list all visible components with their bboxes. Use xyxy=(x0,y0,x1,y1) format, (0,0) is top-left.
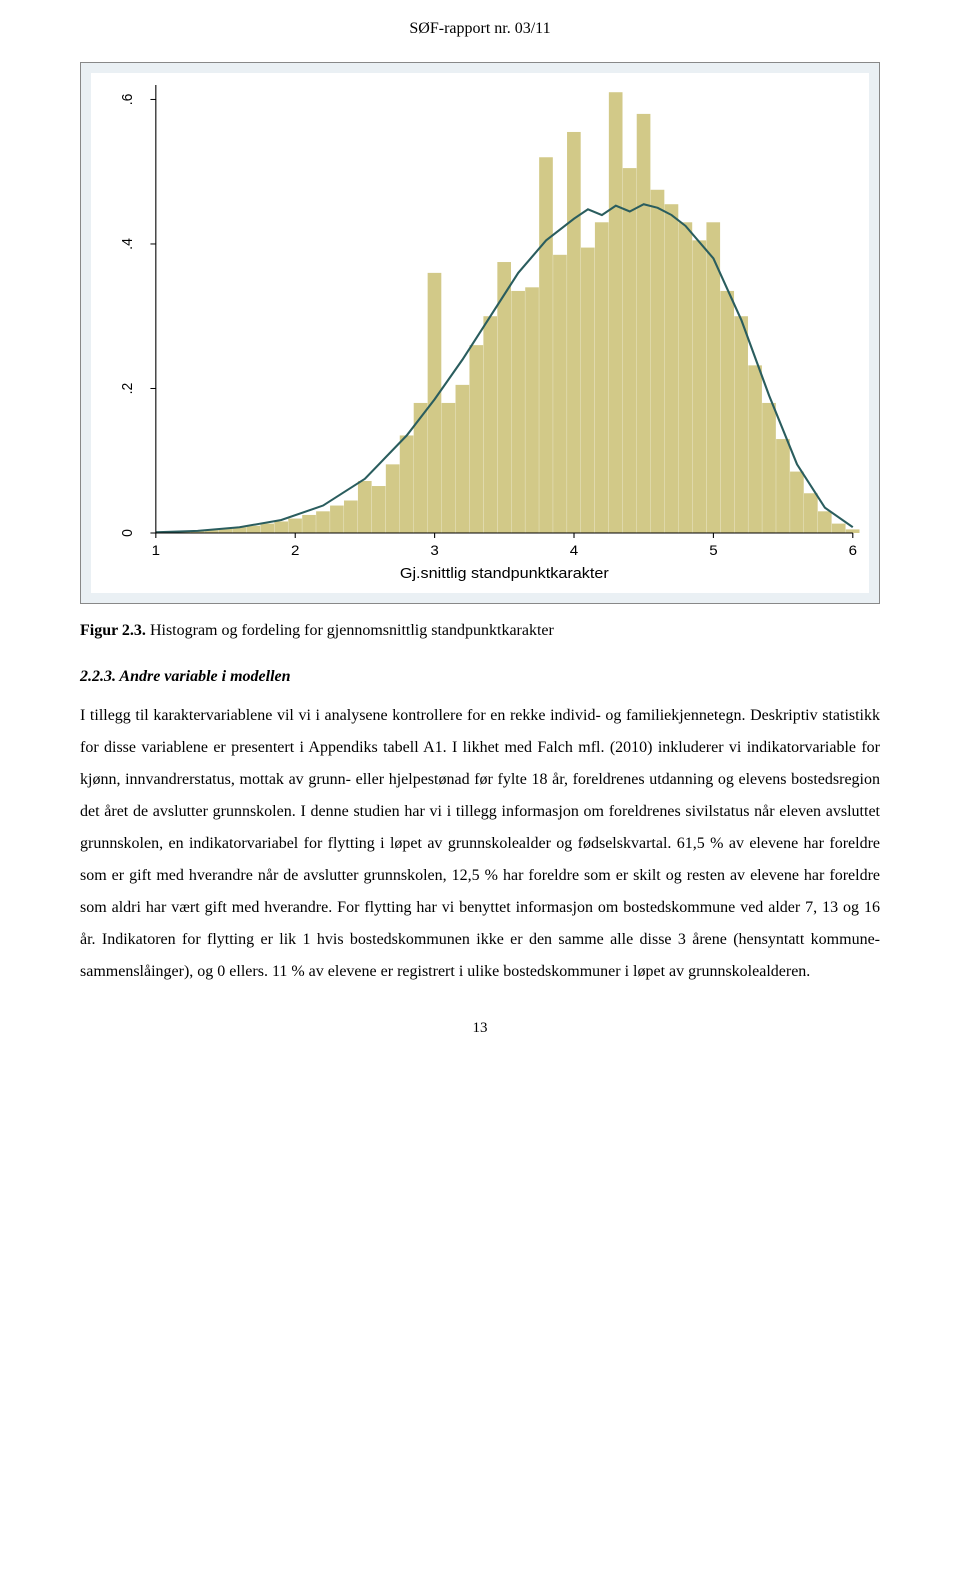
report-header: SØF-rapport nr. 03/11 xyxy=(80,20,880,38)
figure-caption-text: Histogram og fordeling for gjennomsnittl… xyxy=(146,622,554,639)
figure-number: Figur 2.3. xyxy=(80,622,146,639)
svg-text:0: 0 xyxy=(120,529,137,537)
body-paragraph: I tillegg til karaktervariablene vil vi … xyxy=(80,700,880,988)
histogram-figure: 0 .2 .4 .6 1 2 3 4 5 6 Gj.snittlig standpunktkar… xyxy=(80,62,880,604)
histogram-svg: 0 .2 .4 .6 1 2 3 4 5 6 Gj.snittlig standpunktkar… xyxy=(91,73,869,593)
svg-text:3: 3 xyxy=(430,543,438,558)
svg-text:.4: .4 xyxy=(120,238,137,250)
svg-text:.2: .2 xyxy=(120,383,137,395)
svg-text:1: 1 xyxy=(152,543,160,558)
svg-text:.6: .6 xyxy=(120,94,137,106)
svg-text:6: 6 xyxy=(849,543,857,558)
svg-text:2: 2 xyxy=(291,543,299,558)
section-heading: 2.2.3. Andre variable i modellen xyxy=(80,668,880,686)
page-number: 13 xyxy=(80,1020,880,1037)
svg-text:5: 5 xyxy=(709,543,717,558)
plot-area: 0 .2 .4 .6 1 2 3 4 5 6 Gj.snittlig standpunktkar… xyxy=(91,73,869,593)
figure-caption: Figur 2.3. Histogram og fordeling for gj… xyxy=(80,622,880,640)
svg-text:4: 4 xyxy=(570,543,578,558)
svg-text:Gj.snittlig standpunktkarakter: Gj.snittlig standpunktkarakter xyxy=(400,566,609,582)
